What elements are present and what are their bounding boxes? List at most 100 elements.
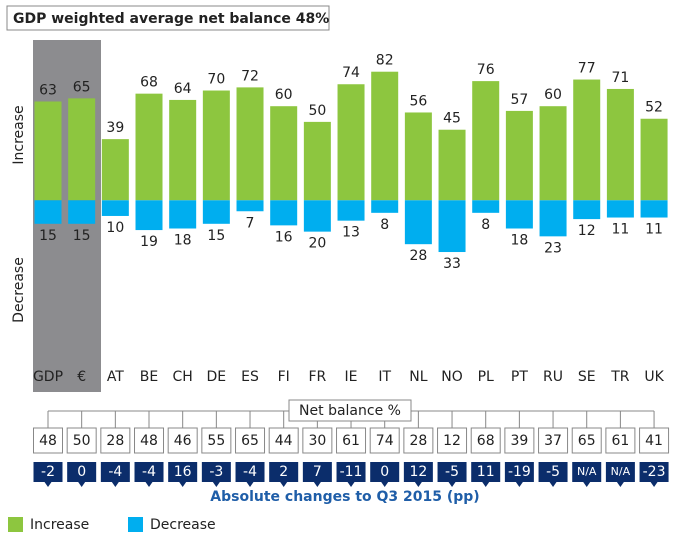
x-tick-label: GDP bbox=[33, 369, 63, 385]
bar-increase bbox=[539, 106, 567, 201]
value-label: 15 bbox=[39, 228, 57, 244]
value-label: 71 bbox=[611, 70, 629, 86]
bar-increase bbox=[101, 139, 129, 201]
x-tick-label: PT bbox=[511, 369, 528, 385]
bar-increase bbox=[303, 121, 331, 201]
value-label: 64 bbox=[174, 81, 192, 97]
change-box bbox=[504, 462, 534, 487]
net-balance-value: 61 bbox=[611, 433, 629, 449]
net-balance-value: 44 bbox=[275, 433, 293, 449]
bar-decrease bbox=[303, 200, 331, 232]
value-label: 20 bbox=[308, 236, 326, 252]
value-label: 15 bbox=[73, 228, 91, 244]
x-tick-label: DE bbox=[207, 369, 227, 385]
change-value: -4 bbox=[243, 464, 257, 480]
bar-decrease bbox=[371, 200, 399, 213]
x-tick-label: CH bbox=[173, 369, 193, 385]
value-label: 65 bbox=[73, 79, 91, 95]
net-balance-value: 46 bbox=[174, 433, 192, 449]
change-box bbox=[134, 462, 164, 487]
value-label: 60 bbox=[275, 87, 293, 103]
net-box bbox=[134, 427, 165, 454]
bar-increase bbox=[169, 99, 197, 201]
title-box bbox=[6, 5, 330, 31]
bar-decrease bbox=[68, 200, 96, 224]
net-box bbox=[235, 427, 266, 454]
x-tick-label: FI bbox=[278, 369, 290, 385]
value-label: 23 bbox=[544, 240, 562, 256]
net-label: Net balance % bbox=[299, 403, 401, 419]
net-balance-value: 55 bbox=[207, 433, 225, 449]
x-tick-label: TR bbox=[610, 369, 630, 385]
bar-increase bbox=[34, 101, 62, 201]
value-label: 13 bbox=[342, 225, 360, 241]
net-balance-value: 74 bbox=[376, 433, 394, 449]
change-value: -4 bbox=[108, 464, 122, 480]
value-label: 12 bbox=[578, 223, 596, 239]
value-label: 50 bbox=[308, 103, 326, 119]
bar-decrease bbox=[169, 200, 197, 229]
value-label: 60 bbox=[544, 87, 562, 103]
change-value: 16 bbox=[174, 464, 192, 480]
value-label: 8 bbox=[380, 217, 389, 233]
bar-increase bbox=[202, 90, 230, 201]
bar-increase bbox=[135, 93, 163, 201]
change-value: 11 bbox=[477, 464, 495, 480]
bar-decrease bbox=[236, 200, 264, 212]
value-label: 7 bbox=[246, 215, 255, 231]
x-tick-label: RU bbox=[543, 369, 563, 385]
change-value: -3 bbox=[209, 464, 223, 480]
change-box bbox=[437, 462, 467, 487]
legend-swatch bbox=[8, 517, 23, 532]
change-value: 7 bbox=[313, 464, 322, 480]
change-box bbox=[235, 462, 265, 487]
net-box bbox=[66, 427, 97, 454]
x-tick-label: ES bbox=[241, 369, 259, 385]
y-label-decrease: Decrease bbox=[11, 257, 27, 323]
net-box bbox=[336, 427, 367, 454]
bar-increase bbox=[573, 79, 601, 201]
change-value: 12 bbox=[409, 464, 427, 480]
bar-increase bbox=[472, 81, 500, 201]
bar-decrease bbox=[337, 200, 365, 221]
value-label: 10 bbox=[106, 220, 124, 236]
net-balance-value: 28 bbox=[106, 433, 124, 449]
value-label: 63 bbox=[39, 82, 57, 98]
net-box bbox=[605, 427, 636, 454]
value-label: 19 bbox=[140, 234, 158, 250]
value-label: 11 bbox=[611, 222, 629, 238]
x-tick-label: PL bbox=[478, 369, 494, 385]
bar-increase bbox=[505, 110, 533, 201]
value-label: 57 bbox=[510, 92, 528, 108]
value-label: 68 bbox=[140, 75, 158, 91]
x-tick-label: IT bbox=[378, 369, 391, 385]
bar-increase bbox=[270, 106, 298, 201]
value-label: 16 bbox=[275, 229, 293, 245]
net-balance-value: 41 bbox=[645, 433, 663, 449]
value-label: 28 bbox=[409, 248, 427, 264]
change-box bbox=[100, 462, 130, 487]
change-box bbox=[538, 462, 568, 487]
bar-decrease bbox=[606, 200, 634, 218]
net-balance-value: 61 bbox=[342, 433, 360, 449]
value-label: 72 bbox=[241, 68, 259, 84]
bar-increase bbox=[68, 98, 96, 201]
change-box bbox=[269, 462, 299, 487]
change-box bbox=[33, 462, 63, 487]
bar-decrease bbox=[34, 200, 62, 224]
change-value: -19 bbox=[508, 464, 531, 480]
legend-label: Increase bbox=[30, 517, 89, 533]
change-box bbox=[336, 462, 366, 487]
x-tick-label: € bbox=[77, 369, 86, 385]
net-box bbox=[538, 427, 569, 454]
bar-decrease bbox=[404, 200, 432, 245]
change-value: -4 bbox=[142, 464, 156, 480]
net-balance-value: 65 bbox=[241, 433, 259, 449]
x-tick-label: AT bbox=[107, 369, 124, 385]
change-value: -23 bbox=[643, 464, 666, 480]
net-balance-value: 50 bbox=[73, 433, 91, 449]
bar-decrease bbox=[539, 200, 567, 237]
net-balance-value: 12 bbox=[443, 433, 461, 449]
value-label: 76 bbox=[477, 62, 495, 78]
bar-increase bbox=[606, 88, 634, 201]
